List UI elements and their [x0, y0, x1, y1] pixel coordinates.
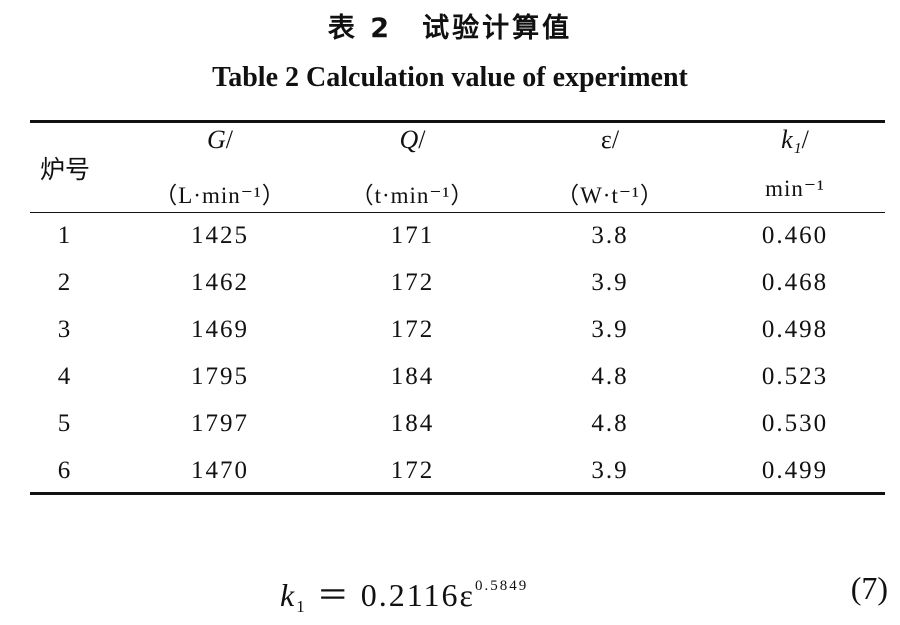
unit-q: （t·min⁻¹）: [350, 183, 475, 208]
cell-g: 1425: [191, 222, 249, 249]
cell-g: 1469: [191, 316, 249, 343]
cell-q: 172: [390, 269, 435, 296]
cell-k1: 0.468: [761, 269, 829, 296]
header-g: G/: [206, 125, 233, 154]
cell-epsilon: 3.9: [591, 269, 629, 296]
cell-epsilon: 3.9: [591, 457, 629, 484]
formula-exponent: 0.5849: [474, 578, 529, 594]
formula-lhs: k: [280, 577, 297, 613]
cell-g: 1795: [191, 363, 249, 390]
table-row: 6 1470 172 3.9 0.499: [0, 450, 900, 497]
formula-lhs-subscript: 1: [296, 597, 307, 616]
table-title-chinese: 表 2 试验计算值: [327, 13, 573, 44]
cell-q: 172: [390, 457, 435, 484]
table-row: 3 1469 172 3.9 0.498: [0, 309, 900, 356]
cell-furnace-number: 2: [57, 269, 73, 296]
header-furnace-number: 炉号: [39, 155, 90, 184]
cell-furnace-number: 6: [57, 457, 73, 484]
cell-furnace-number: 1: [57, 222, 73, 249]
table-row: 1 1425 171 3.8 0.460: [0, 215, 900, 262]
header-k1: k₁/: [781, 125, 809, 154]
cell-q: 171: [390, 222, 435, 249]
table-bottom-rule: [30, 492, 885, 495]
formula-rhs: ＝ 0.2116ε: [316, 577, 475, 613]
table-row: 5 1797 184 4.8 0.530: [0, 403, 900, 450]
cell-furnace-number: 3: [57, 316, 73, 343]
cell-k1: 0.498: [761, 316, 829, 343]
cell-k1: 0.499: [761, 457, 829, 484]
cell-q: 184: [390, 363, 435, 390]
cell-g: 1470: [191, 457, 249, 484]
cell-furnace-number: 5: [57, 410, 73, 437]
unit-g: （L·min⁻¹）: [154, 183, 286, 208]
equation-number: (7): [850, 570, 888, 606]
table-header-rule: [30, 212, 885, 213]
cell-epsilon: 4.8: [591, 363, 629, 390]
cell-k1: 0.523: [761, 363, 829, 390]
cell-q: 172: [390, 316, 435, 343]
table-row: 4 1795 184 4.8 0.523: [0, 356, 900, 403]
header-q: Q/: [399, 125, 426, 154]
unit-epsilon: （W·t⁻¹）: [556, 183, 664, 208]
header-epsilon: ε/: [600, 125, 620, 154]
cell-epsilon: 4.8: [591, 410, 629, 437]
cell-epsilon: 3.8: [591, 222, 629, 249]
table-title-english: Table 2 Calculation value of experiment: [212, 62, 688, 93]
cell-k1: 0.530: [761, 410, 829, 437]
table-body: 1 1425 171 3.8 0.460 2 1462 172 3.9 0.46…: [0, 215, 900, 497]
unit-k1: min⁻¹: [765, 176, 825, 201]
cell-epsilon: 3.9: [591, 316, 629, 343]
table-top-rule: [30, 120, 885, 123]
table-row: 2 1462 172 3.9 0.468: [0, 262, 900, 309]
cell-furnace-number: 4: [57, 363, 73, 390]
cell-q: 184: [390, 410, 435, 437]
formula: k1 ＝ 0.2116ε0.5849: [280, 570, 528, 617]
cell-k1: 0.460: [761, 222, 829, 249]
cell-g: 1797: [191, 410, 249, 437]
cell-g: 1462: [191, 269, 249, 296]
